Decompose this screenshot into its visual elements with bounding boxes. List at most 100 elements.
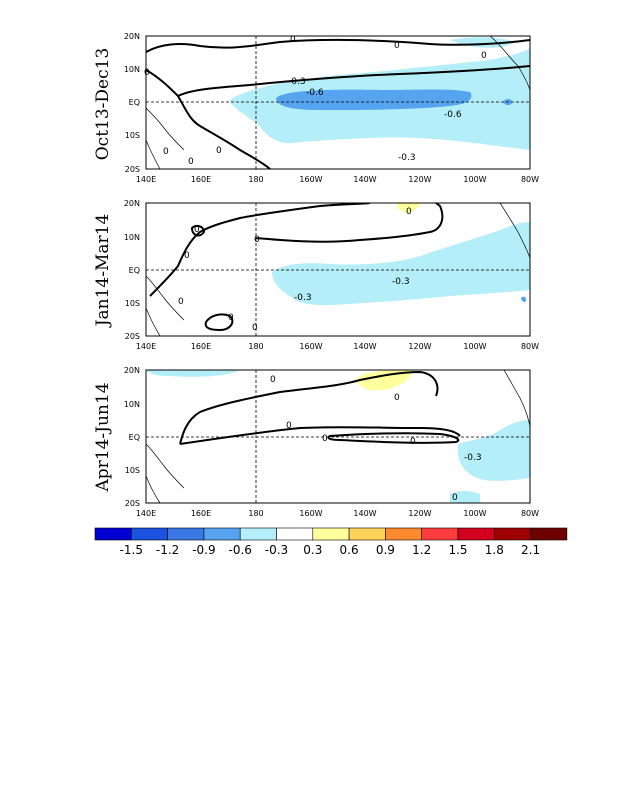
lon-tick: 140W: [353, 342, 376, 351]
lon-tick: 80W: [521, 175, 539, 184]
neg-0.3-region-nw: [146, 370, 240, 377]
zero-label: 0: [178, 297, 184, 307]
lon-tick: 140E: [136, 509, 156, 518]
zero-label: 0: [228, 313, 234, 323]
zero-label: 0: [188, 157, 194, 167]
lat-tick: 20S: [125, 499, 140, 508]
colorbar-swatch: [167, 527, 205, 541]
panel-2-frame: [145, 202, 531, 337]
neg-0.6-spot: [521, 296, 526, 303]
colorbar-swatch: [530, 527, 568, 541]
colorbar-swatch: [312, 527, 350, 541]
colorbar-swatches: [94, 527, 568, 541]
lon-tick: 100W: [463, 342, 486, 351]
colorbar-swatch: [203, 527, 241, 541]
colorbar-swatch: [493, 527, 531, 541]
lat-tick: EQ: [129, 433, 140, 442]
zero-contour: [179, 426, 461, 445]
zero-label: 0: [406, 207, 412, 217]
zero-label: 0: [252, 323, 258, 333]
colorbar-tick: 1.5: [448, 543, 467, 557]
lon-tick: 140E: [136, 175, 156, 184]
colorbar-swatch: [457, 527, 495, 541]
lat-tick: 20S: [125, 332, 140, 341]
panel-3-frame: [145, 369, 531, 504]
contour-label: -0.3: [464, 453, 482, 463]
lat-tick: 20N: [124, 199, 140, 208]
zero-label: 0: [270, 375, 276, 385]
zero-contour: [146, 69, 271, 169]
zero-label: 0: [194, 225, 200, 235]
lat-tick: 20N: [124, 32, 140, 41]
lon-tick: 160W: [299, 509, 322, 518]
pos-0.3-region: [356, 370, 413, 391]
lon-tick: 100W: [463, 509, 486, 518]
lat-tick: 10N: [124, 233, 140, 242]
colorbar-tick: 0.6: [340, 543, 359, 557]
zero-label: 0: [481, 51, 487, 61]
zero-label: 0: [410, 437, 416, 447]
lat-tick: 10N: [124, 65, 140, 74]
lon-tick: 180: [248, 509, 263, 518]
contour-label: -0.3: [392, 277, 410, 287]
colorbar-tick: -1.5: [120, 543, 143, 557]
lat-tick: 10S: [125, 131, 140, 140]
lon-tick: 160W: [299, 342, 322, 351]
lat-tick: 10S: [125, 466, 140, 475]
contour-label: -0.3: [398, 153, 416, 163]
contour-label: -0.3: [294, 293, 312, 303]
lon-tick: 160E: [191, 342, 211, 351]
lon-tick: 120W: [408, 342, 431, 351]
zero-contour: [149, 203, 371, 297]
zero-label: 0: [322, 434, 328, 444]
lon-ticks: 140E 160E 180 160W 140W 120W 100W 80W: [136, 509, 539, 518]
neg-0.3-region: [272, 222, 530, 306]
zero-contour: [179, 370, 439, 445]
lon-tick: 140W: [353, 509, 376, 518]
panel-1-frame: [145, 35, 531, 170]
zero-contour: [255, 203, 444, 243]
colorbar-tick: -0.9: [192, 543, 215, 557]
lat-tick: 20S: [125, 165, 140, 174]
pos-0.3-region: [397, 203, 420, 213]
lon-tick: 100W: [463, 175, 486, 184]
panel-3: Apr14-Jun14 -0.3 0 0 0 0 0 0 20N 10N EQ …: [93, 366, 539, 518]
colorbar-tick: 1.8: [485, 543, 504, 557]
zero-contour: [146, 38, 530, 53]
zero-label: 0: [286, 421, 292, 431]
contour-label: -0.3: [288, 77, 306, 87]
panel-1-label: Oct13-Dec13: [93, 48, 113, 161]
contour-label: -0.6: [444, 110, 462, 120]
colorbar-tick: 1.2: [412, 543, 431, 557]
lon-tick: 180: [248, 175, 263, 184]
colorbar-ticks: -1.5 -1.2 -0.9 -0.6 -0.3 0.3 0.6 0.9 1.2…: [120, 543, 541, 557]
panel-3-label: Apr14-Jun14: [93, 382, 113, 492]
lon-tick: 120W: [408, 175, 431, 184]
lat-tick: EQ: [129, 266, 140, 275]
colorbar-tick: 0.9: [376, 543, 395, 557]
lat-tick: EQ: [129, 98, 140, 107]
colorbar-swatch: [385, 527, 422, 541]
lon-tick: 180: [248, 342, 263, 351]
coastline: [146, 370, 530, 503]
colorbar-tick: -0.6: [228, 543, 251, 557]
neg-0.6-region: [276, 89, 472, 110]
lat-ticks: 20N 10N EQ 10S 20S: [124, 366, 140, 508]
lat-tick: 10S: [125, 299, 140, 308]
zero-label: 0: [216, 146, 222, 156]
lon-ticks: 140E 160E 180 160W 140W 120W 100W 80W: [136, 175, 539, 184]
lon-tick: 160E: [191, 175, 211, 184]
lon-tick: 120W: [408, 509, 431, 518]
lon-tick: 160E: [191, 509, 211, 518]
lon-tick: 160W: [299, 175, 322, 184]
lat-ticks: 20N 10N EQ 10S 20S: [124, 32, 140, 174]
lon-tick: 140W: [353, 175, 376, 184]
contour-label: -0.6: [306, 88, 324, 98]
zero-label: 0: [254, 235, 260, 245]
colorbar: -1.5 -1.2 -0.9 -0.6 -0.3 0.3 0.6 0.9 1.2…: [94, 527, 568, 557]
zero-label: 0: [144, 68, 150, 78]
colorbar-swatch: [276, 527, 314, 541]
lon-tick: 140E: [136, 342, 156, 351]
lon-tick: 80W: [521, 509, 539, 518]
